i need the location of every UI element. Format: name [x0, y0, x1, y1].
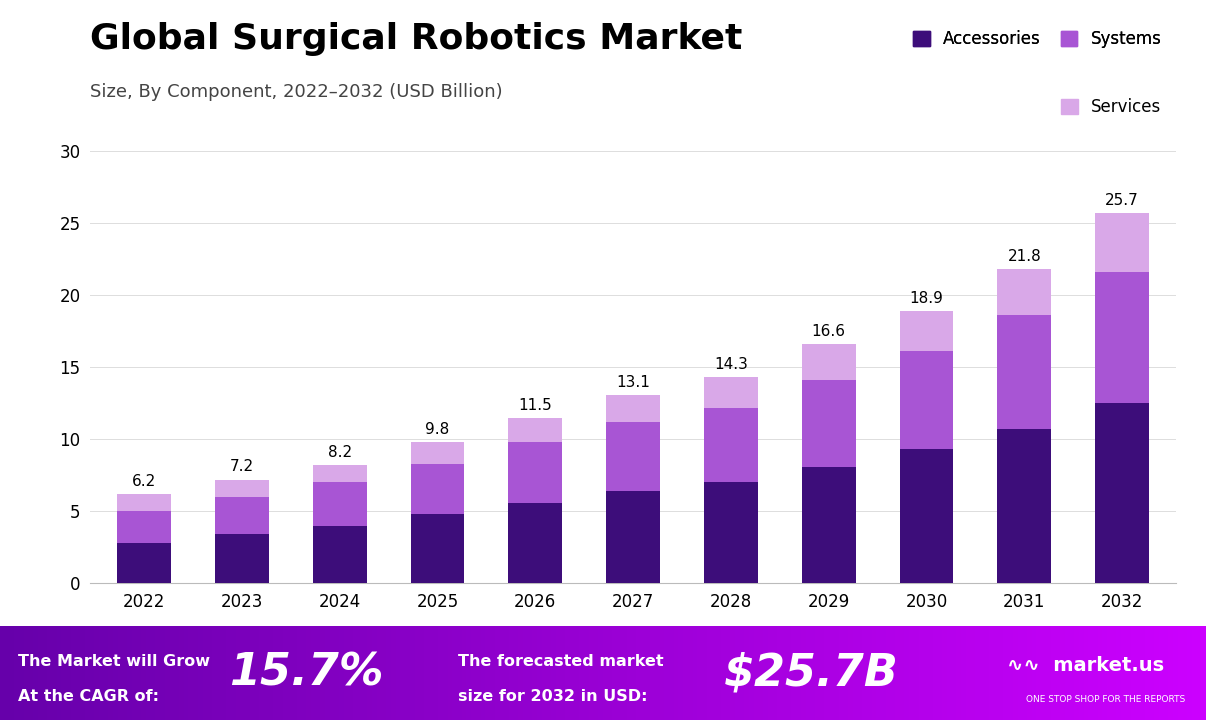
Bar: [704, 377, 757, 408]
Bar: [1095, 213, 1149, 272]
Text: Global Surgical Robotics Market: Global Surgical Robotics Market: [90, 22, 743, 55]
Bar: [900, 351, 954, 449]
Text: The Market will Grow: The Market will Grow: [18, 654, 210, 670]
Bar: [607, 395, 660, 422]
Text: At the CAGR of:: At the CAGR of:: [18, 689, 159, 704]
Bar: [1095, 403, 1149, 583]
Bar: [802, 467, 855, 583]
Bar: [215, 534, 269, 583]
Bar: [997, 429, 1052, 583]
Bar: [509, 418, 562, 442]
Bar: [997, 315, 1052, 429]
Bar: [215, 497, 269, 534]
Text: 13.1: 13.1: [616, 374, 650, 390]
Text: 9.8: 9.8: [426, 422, 450, 437]
Text: ONE STOP SHOP FOR THE REPORTS: ONE STOP SHOP FOR THE REPORTS: [1026, 695, 1185, 704]
Text: 8.2: 8.2: [328, 445, 352, 460]
Bar: [509, 442, 562, 503]
Bar: [997, 269, 1052, 315]
Legend: Accessories, Systems: Accessories, Systems: [913, 30, 1161, 48]
Bar: [411, 514, 464, 583]
Legend: Services: Services: [1061, 99, 1161, 117]
Text: 16.6: 16.6: [812, 324, 845, 339]
Bar: [900, 449, 954, 583]
Bar: [900, 311, 954, 351]
Bar: [802, 344, 855, 380]
Text: 7.2: 7.2: [230, 459, 254, 474]
Bar: [607, 491, 660, 583]
Text: size for 2032 in USD:: size for 2032 in USD:: [458, 689, 648, 704]
Bar: [117, 543, 171, 583]
Text: The forecasted market: The forecasted market: [458, 654, 665, 670]
Text: $25.7B: $25.7B: [724, 652, 898, 695]
Text: ∿∿  market.us: ∿∿ market.us: [1007, 656, 1164, 675]
Bar: [704, 408, 757, 482]
Text: 21.8: 21.8: [1007, 249, 1041, 264]
Bar: [411, 442, 464, 464]
Text: 18.9: 18.9: [909, 291, 943, 306]
Bar: [117, 511, 171, 543]
Text: 14.3: 14.3: [714, 357, 748, 372]
Bar: [312, 465, 367, 482]
Bar: [312, 482, 367, 526]
Text: Size, By Component, 2022–2032 (USD Billion): Size, By Component, 2022–2032 (USD Billi…: [90, 83, 503, 101]
Text: 6.2: 6.2: [133, 474, 157, 489]
Bar: [411, 464, 464, 514]
Bar: [802, 380, 855, 467]
Bar: [1095, 272, 1149, 403]
Text: 25.7: 25.7: [1105, 193, 1138, 208]
Bar: [509, 503, 562, 583]
Bar: [215, 480, 269, 497]
Bar: [312, 526, 367, 583]
Bar: [607, 422, 660, 491]
Bar: [704, 482, 757, 583]
Bar: [117, 494, 171, 511]
Text: 11.5: 11.5: [519, 397, 552, 413]
Text: 15.7%: 15.7%: [229, 652, 384, 695]
